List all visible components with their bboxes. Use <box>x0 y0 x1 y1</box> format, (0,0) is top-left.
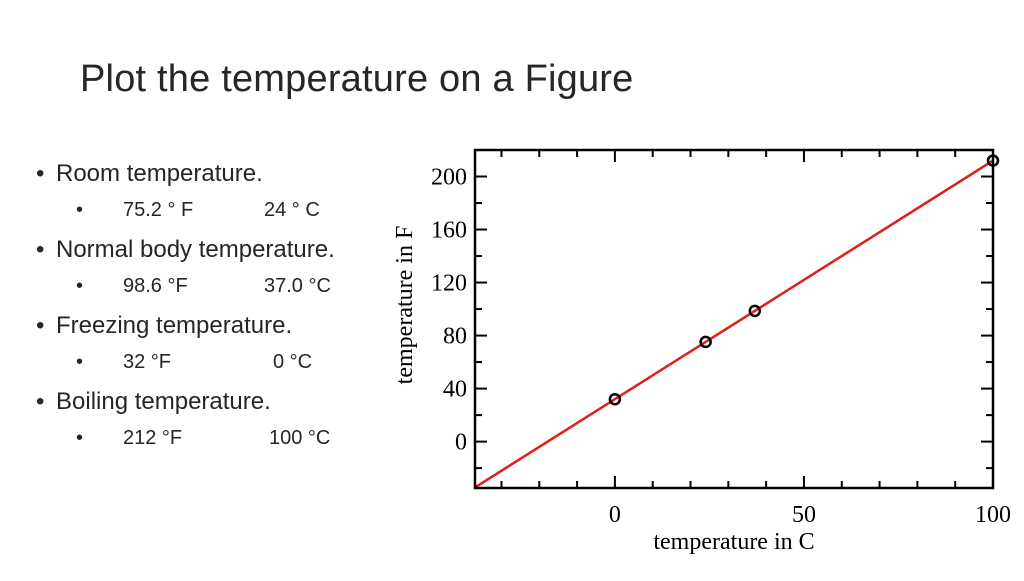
y-tick-label: 80 <box>443 324 467 350</box>
sub-bullet-dot: • <box>76 199 84 221</box>
celsius-value: 37.0 °C <box>264 275 331 297</box>
slide-title: Plot the temperature on a Figure <box>80 58 634 100</box>
bullet-dot: • <box>36 312 45 339</box>
bullet-dot: • <box>36 388 45 415</box>
data-point <box>699 335 712 349</box>
y-axis-label: temperature in F <box>392 226 418 385</box>
fit-line-layer <box>475 159 993 488</box>
data-point <box>608 392 622 406</box>
chart-svg: 0 50 100 0 40 80 120 160 200 temperature in C te… <box>392 148 1011 555</box>
fahrenheit-value: 98.6 °F <box>123 275 188 297</box>
celsius-value: 24 ° C <box>264 199 320 221</box>
y-tick-label: 120 <box>431 271 467 297</box>
y-tick-label: 40 <box>443 377 467 403</box>
bullet-freezing: • Freezing temperature. • 32 °F 0 °C <box>36 312 396 388</box>
plot-frame <box>473 148 995 490</box>
x-tick-label: 100 <box>975 502 1011 528</box>
sub-bullet-dot: • <box>76 275 84 297</box>
fahrenheit-value: 32 °F <box>123 351 172 373</box>
bullet-dot: • <box>36 160 45 187</box>
bullet-label: Room temperature. <box>56 160 263 187</box>
data-point <box>748 304 762 318</box>
x-tick-label: 0 <box>609 502 621 528</box>
celsius-value: 0 °C <box>273 351 313 373</box>
bullet-label: Freezing temperature. <box>56 312 293 339</box>
bullet-room: • Room temperature. • 75.2 ° F 24 ° C <box>36 160 396 236</box>
bullet-body: • Normal body temperature. • 98.6 °F 37.0… <box>36 236 396 312</box>
tick-labels: 0 50 100 0 40 80 120 160 200 <box>431 165 1011 528</box>
bullet-list: • Room temperature. • 75.2 ° F 24 ° C • No… <box>36 160 396 464</box>
fit-line <box>475 159 993 488</box>
y-tick-label: 0 <box>455 430 467 456</box>
bullet-dot: • <box>36 236 45 263</box>
fahrenheit-value: 75.2 ° F <box>123 199 194 221</box>
y-tick-label: 160 <box>431 218 467 244</box>
x-tick-label: 50 <box>792 502 816 528</box>
fahrenheit-value: 212 °F <box>123 427 183 449</box>
bullet-label: Normal body temperature. <box>56 236 335 263</box>
sub-bullet-dot: • <box>76 351 84 373</box>
bullet-boiling: • Boiling temperature. • 212 °F 100 °C <box>36 388 396 464</box>
x-axis-label: temperature in C <box>653 529 814 555</box>
celsius-value: 100 °C <box>269 427 331 449</box>
bullet-label: Boiling temperature. <box>56 388 271 415</box>
y-tick-label: 200 <box>431 165 467 191</box>
temperature-chart: 0 50 100 0 40 80 120 160 200 temperature in C te… <box>380 130 1024 576</box>
sub-bullet-dot: • <box>76 427 84 449</box>
